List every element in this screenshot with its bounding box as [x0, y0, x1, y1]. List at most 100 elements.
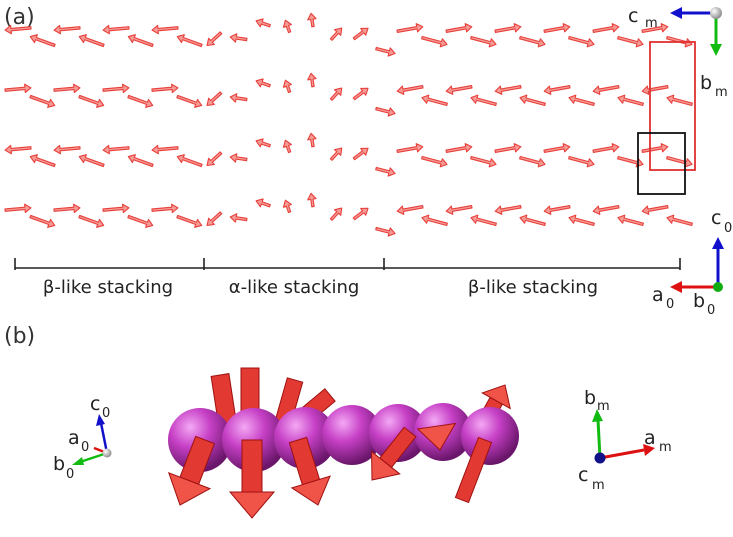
spin-arrow — [592, 85, 620, 95]
axis-label-cm-b: c — [578, 464, 588, 486]
spin-arrow — [151, 144, 179, 155]
spin-arrow — [4, 144, 32, 155]
spin-arrow — [53, 144, 81, 155]
spin-arrow — [206, 91, 223, 106]
region-label-beta-left: β-like stacking — [43, 277, 173, 298]
spin-arrow — [4, 24, 32, 35]
spin-arrow — [568, 35, 595, 48]
spin-rod-arrow — [167, 435, 215, 506]
spin-arrow — [282, 139, 292, 154]
spin-arrow — [421, 214, 448, 227]
spin-arrow — [568, 94, 595, 107]
spin-arrow — [641, 143, 669, 153]
lattice-axes-b: c 0 a 0 b 0 — [53, 393, 112, 482]
spin-arrow — [29, 94, 56, 108]
atom-sphere — [322, 405, 382, 465]
spin-rod-arrow — [288, 436, 331, 506]
spin-arrow — [255, 78, 271, 88]
spin-arrow — [229, 93, 248, 103]
spin-arrow — [470, 214, 497, 227]
spin-arrow — [282, 199, 292, 214]
spin-arrow — [421, 35, 448, 48]
spin-arrow — [255, 138, 271, 148]
panel-b-label: (b) — [4, 324, 35, 349]
spin-arrow — [329, 207, 343, 221]
spin-arrow — [151, 203, 179, 214]
spin-arrow — [494, 143, 522, 153]
axis-label-cm: c — [628, 5, 638, 27]
spin-arrow — [127, 94, 154, 108]
spin-arrow — [229, 33, 248, 43]
spin-arrow — [543, 143, 571, 153]
spin-arrow — [494, 205, 522, 215]
spin-arrow — [470, 35, 497, 48]
spin-arrow — [543, 85, 571, 95]
spin-arrow — [4, 203, 32, 214]
spin-arrow — [29, 214, 56, 228]
spin-arrow — [255, 18, 271, 28]
axis-label-b0: b — [693, 290, 705, 312]
spin-rod-arrow — [454, 436, 493, 504]
axis-sub-bm-b: m — [597, 399, 610, 414]
region-label-beta-right: β-like stacking — [468, 277, 598, 298]
axis-label-c0: c — [711, 207, 721, 229]
spin-arrow — [396, 143, 424, 153]
spin-arrow — [102, 83, 130, 94]
panel-a-label: (a) — [4, 5, 35, 30]
spin-rod-arrow — [371, 426, 417, 481]
spin-arrow — [519, 94, 546, 107]
spin-arrow — [78, 34, 105, 48]
axis-label-bm-b: b — [584, 387, 596, 409]
spin-arrow — [352, 147, 369, 161]
spin-arrow — [666, 155, 693, 168]
spin-arrow — [375, 106, 396, 117]
spin-arrow — [445, 85, 473, 95]
stacking-bracket — [14, 258, 681, 270]
spin-arrow — [53, 83, 81, 94]
spin-arrow — [592, 205, 620, 215]
spin-arrow — [421, 94, 448, 107]
spin-arrow — [282, 19, 292, 34]
spin-arrow — [29, 34, 56, 48]
axis-sub-c0-b: 0 — [102, 406, 110, 421]
axis-label-c0-b: c — [90, 393, 100, 415]
spin-arrow — [151, 83, 179, 94]
spin-arrow — [229, 153, 248, 163]
spin-arrow — [78, 154, 105, 168]
spin-arrow — [375, 226, 396, 237]
spin-arrow — [445, 23, 473, 33]
spin-arrow — [307, 132, 317, 148]
spin-arrow — [352, 27, 369, 41]
spin-arrow — [352, 207, 369, 221]
axis-sub-a0: 0 — [666, 297, 674, 312]
spin-arrow — [617, 94, 644, 107]
spin-arrow — [53, 203, 81, 214]
spin-arrow — [206, 31, 223, 46]
spin-arrow — [102, 24, 130, 35]
lattice-axes-a: c 0 a 0 b 0 — [652, 207, 732, 318]
spin-arrow — [641, 23, 669, 33]
spin-arrow — [494, 85, 522, 95]
lattice-cell-box — [637, 132, 686, 195]
spin-arrow — [151, 24, 179, 35]
spin-arrow — [445, 205, 473, 215]
axis-sub-b0-b: 0 — [66, 467, 74, 482]
spin-arrow — [445, 143, 473, 153]
spin-arrow — [352, 87, 369, 101]
axis-sub-b0: 0 — [707, 303, 715, 318]
spin-arrow — [375, 46, 396, 57]
spin-arrow — [519, 155, 546, 168]
spin-arrow — [568, 155, 595, 168]
spin-arrow — [470, 94, 497, 107]
axis-sub-a0-b: 0 — [81, 440, 89, 455]
spin-arrow — [421, 155, 448, 168]
atom-sphere — [369, 404, 427, 462]
spin-arrow-field — [4, 12, 693, 237]
spin-arrow — [396, 85, 424, 95]
spin-arrow — [329, 87, 343, 101]
axis-label-b0-b: b — [53, 453, 65, 475]
spin-arrow — [329, 27, 343, 41]
spin-arrow — [568, 214, 595, 227]
axis-sub-cm: m — [645, 16, 658, 31]
